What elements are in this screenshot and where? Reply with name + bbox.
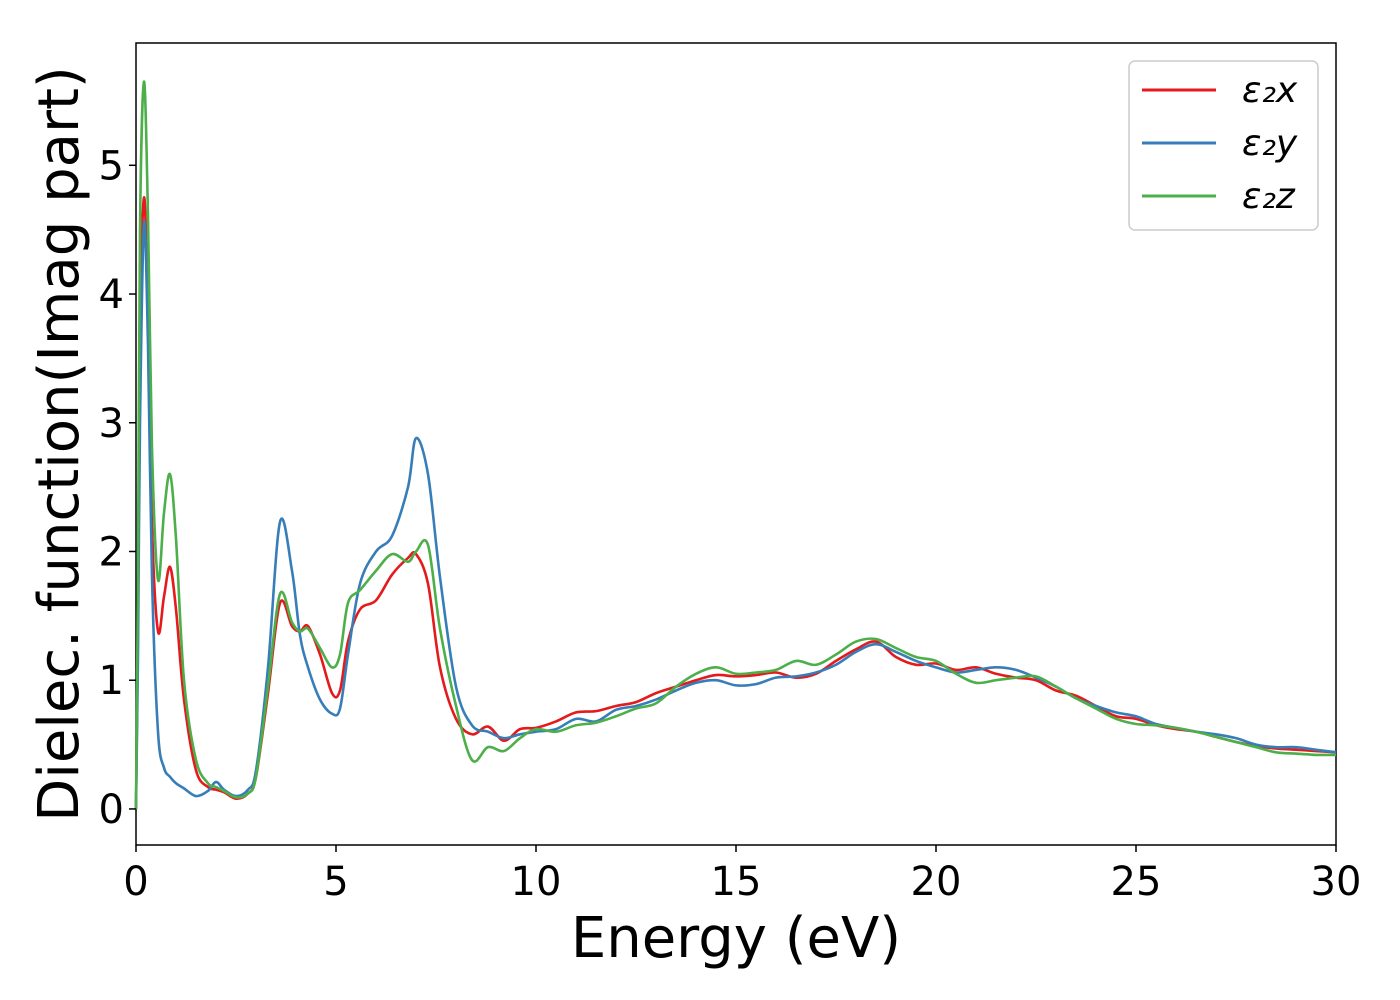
y-tick-label: 3 (99, 401, 124, 447)
x-tick-label: 25 (1111, 859, 1162, 905)
series-line-3 (134, 80, 1337, 809)
x-tick-label: 30 (1311, 859, 1362, 905)
x-tick-label: 20 (911, 859, 962, 905)
x-tick-label: 10 (511, 859, 562, 905)
x-tick-label: 15 (711, 859, 762, 905)
y-tick-label: 5 (99, 143, 124, 189)
legend-box (1128, 60, 1319, 231)
y-tick-label: 0 (99, 787, 124, 833)
y-tick-label: 2 (99, 529, 124, 575)
x-axis-title: Energy (eV) (571, 906, 901, 971)
legend: ε₂x ε₂y ε₂z (1128, 60, 1319, 231)
series-layer (134, 80, 1337, 809)
legend-label-series-2: ε₂y (1242, 123, 1298, 164)
legend-label-series-3: ε₂z (1242, 176, 1296, 217)
x-tick-label: 5 (323, 859, 348, 905)
y-tick-label: 4 (99, 272, 124, 318)
x-tick-label: 0 (123, 859, 148, 905)
y-axis: 0 1 2 3 4 5 (99, 143, 136, 833)
y-axis-title: Dielec. function(Imag part) (27, 66, 92, 822)
legend-label-series-1: ε₂x (1242, 70, 1298, 111)
x-axis: 0 5 10 15 20 25 30 (123, 845, 1361, 905)
y-tick-label: 1 (99, 658, 124, 704)
